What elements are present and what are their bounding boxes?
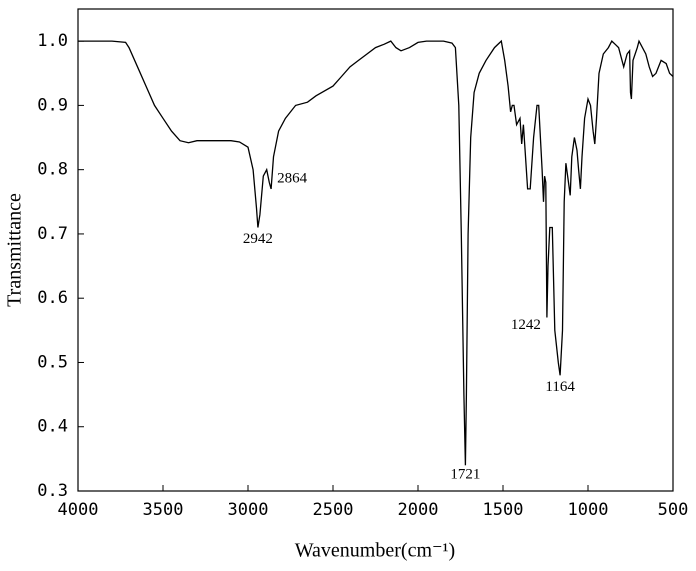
peak-label: 1164	[545, 379, 575, 395]
y-tick-label: 0.8	[37, 160, 68, 180]
x-tick-label: 1500	[483, 500, 524, 520]
y-axis-label: Transmittance	[4, 193, 26, 307]
y-tick-label: 0.4	[37, 417, 68, 437]
y-tick-label: 0.3	[37, 481, 68, 501]
peak-label: 1721	[450, 467, 480, 483]
plot-frame	[77, 8, 674, 492]
x-tick-label: 4000	[58, 500, 99, 520]
x-tick-label: 1000	[568, 500, 609, 520]
peak-label: 1242	[511, 317, 541, 333]
y-tick-label: 1.0	[37, 31, 68, 51]
x-axis-label: Wavenumber(cm⁻¹)	[295, 540, 455, 562]
y-tick-label: 0.9	[37, 95, 68, 115]
spectrum-line	[78, 39, 674, 466]
x-tick-label: 3000	[228, 500, 269, 520]
y-tick-label: 0.7	[37, 224, 68, 244]
peak-label: 2864	[277, 170, 308, 186]
y-tick-label: 0.6	[37, 288, 68, 308]
x-tick-label: 2000	[398, 500, 439, 520]
x-tick-label: 2500	[313, 500, 354, 520]
x-tick-label: 500	[658, 500, 689, 520]
y-tick-label: 0.5	[37, 352, 68, 372]
x-tick-label: 3500	[143, 500, 184, 520]
peak-label: 2942	[243, 231, 273, 247]
